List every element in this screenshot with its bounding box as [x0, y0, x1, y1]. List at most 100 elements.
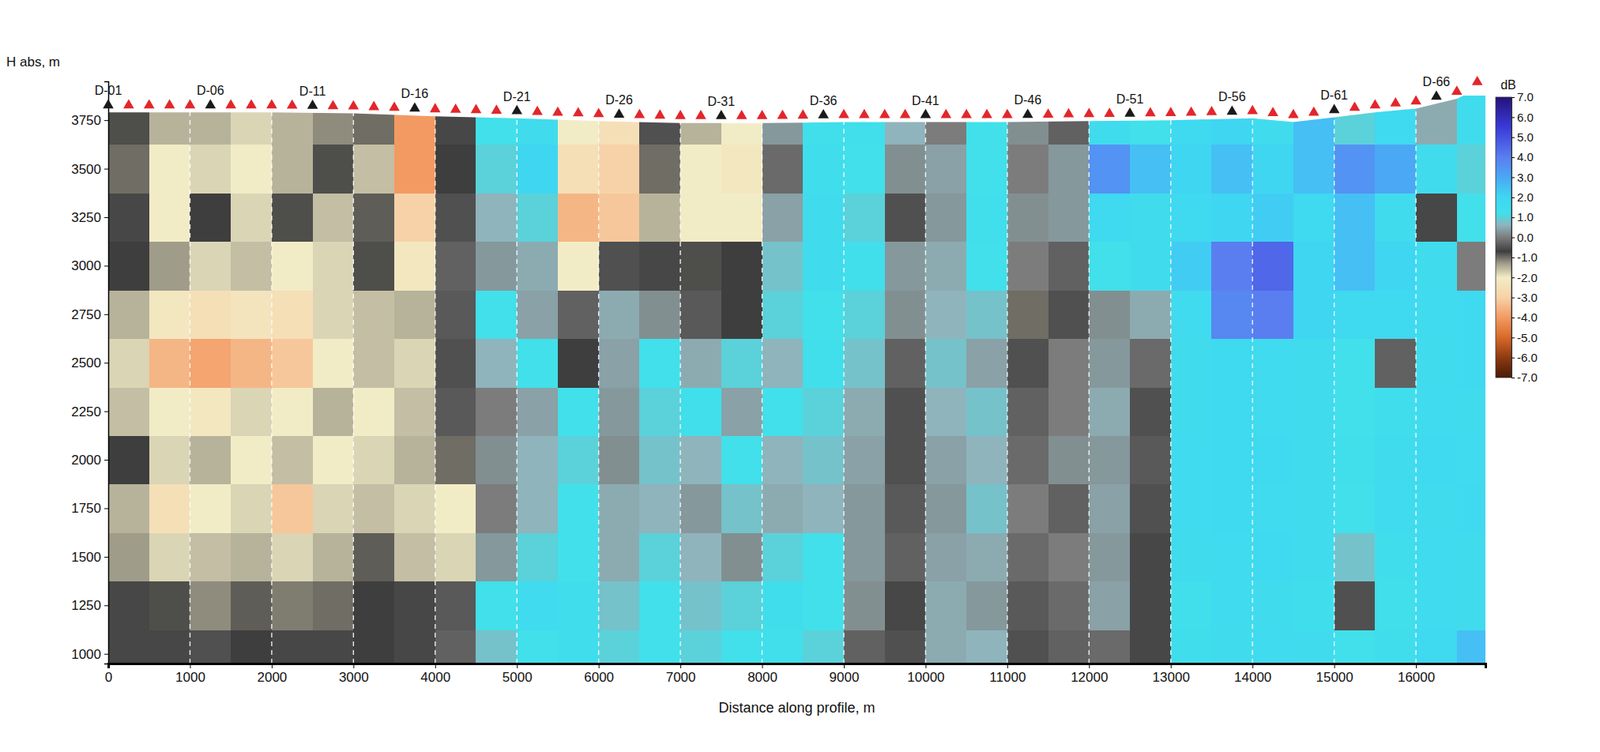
heatmap-cell: [1211, 532, 1253, 582]
tick-mark: [271, 663, 273, 669]
tick-mark: [104, 314, 109, 316]
tick-label: 1000: [71, 647, 102, 663]
tick-label: 3.0: [1517, 170, 1534, 185]
tick-mark: [925, 663, 927, 669]
heatmap-cell: [1415, 629, 1457, 664]
tick-label: 15000: [1315, 670, 1353, 686]
tick-label: 1750: [71, 500, 102, 516]
station-marker: [1185, 106, 1198, 117]
grid-line: [1415, 81, 1416, 664]
heatmap-cell: [189, 338, 231, 388]
heatmap-cell: [353, 289, 395, 339]
heatmap-cell: [149, 435, 191, 485]
tick-label: 0: [105, 670, 113, 686]
station-marker: [654, 109, 666, 119]
tick: 2000: [71, 452, 109, 468]
heatmap-cell: [1170, 484, 1213, 534]
heatmap-cell: [721, 144, 763, 194]
heatmap-cell: [1007, 581, 1049, 631]
tick-label: 3000: [71, 258, 102, 274]
tick: 14000: [1234, 663, 1272, 686]
station-label: D-06: [196, 83, 225, 98]
heatmap-cell: [271, 484, 313, 534]
heatmap-cell: [721, 581, 763, 631]
heatmap-cell: [598, 289, 640, 339]
tick: 0: [105, 663, 113, 686]
heatmap-cell: [149, 289, 191, 339]
station-label: D-01: [94, 83, 123, 98]
heatmap-cell: [1293, 629, 1335, 664]
station-marker: [1430, 90, 1442, 100]
heatmap-cell: [1252, 484, 1294, 534]
tick-label: 0.0: [1517, 230, 1534, 245]
tick-mark: [1511, 197, 1515, 199]
heatmap-cell: [843, 629, 885, 664]
heatmap-cell: [271, 581, 313, 631]
heatmap-cells: [108, 95, 1486, 664]
station-label: D-51: [1116, 92, 1145, 106]
tick-mark: [1511, 257, 1515, 259]
heatmap-cell: [721, 241, 763, 291]
grid-line: [1333, 81, 1335, 664]
heatmap-cell: [966, 289, 1008, 339]
heatmap-cell: [1211, 581, 1253, 631]
heatmap-cell: [108, 144, 150, 194]
tick: 9000: [829, 663, 860, 686]
tick: 1250: [71, 598, 109, 614]
heatmap-cell: [435, 629, 477, 664]
heatmap-cell: [1334, 387, 1376, 437]
heatmap-cell: [1374, 144, 1416, 194]
heatmap-cell: [189, 484, 231, 534]
heatmap-cell: [1088, 435, 1130, 485]
station-marker: [736, 109, 748, 120]
tick-label: 11000: [989, 670, 1026, 686]
y-axis-title: H abs, m: [6, 54, 61, 70]
heatmap-cell: [884, 289, 927, 339]
heatmap-cell: [843, 435, 885, 485]
heatmap-cell: [557, 144, 599, 194]
heatmap-cell: [1007, 532, 1049, 582]
heatmap-cell: [1007, 144, 1049, 194]
station-marker: [1206, 105, 1218, 116]
heatmap-cell: [1415, 435, 1457, 485]
heatmap-cell: [639, 387, 681, 437]
heatmap-cell: [598, 192, 640, 242]
tick-label: 1000: [175, 670, 206, 686]
tick-mark: [1511, 176, 1515, 178]
heatmap-cell: [966, 629, 1008, 664]
heatmap-cell: [680, 241, 722, 291]
tick: -5.0: [1511, 331, 1538, 345]
station-marker: [879, 109, 891, 119]
grid-line: [353, 81, 354, 664]
heatmap-cell: [802, 532, 844, 582]
heatmap-cell: [557, 581, 599, 631]
tick-mark: [104, 654, 109, 656]
heatmap-cell: [1007, 484, 1049, 534]
heatmap-cell: [353, 581, 395, 631]
heatmap-cell: [598, 144, 640, 194]
tick-label: 13000: [1152, 670, 1190, 686]
heatmap-cell: [1170, 532, 1213, 582]
tick-label: 2.0: [1517, 190, 1534, 204]
heatmap-cell: [149, 241, 191, 291]
station-marker: [1124, 107, 1136, 117]
axis-line: [1512, 97, 1516, 379]
tick-mark: [516, 663, 518, 669]
heatmap-cell: [843, 289, 885, 339]
heatmap-cell: [598, 629, 640, 664]
heatmap-cell: [189, 629, 231, 664]
station-marker: [1451, 85, 1463, 95]
heatmap-cell: [598, 387, 640, 437]
heatmap-cell: [1334, 435, 1376, 485]
heatmap-cell: [271, 144, 313, 194]
tick-label: -7.0: [1517, 370, 1538, 384]
heatmap-cell: [435, 484, 477, 534]
heatmap-cell: [394, 192, 436, 242]
surface-area: [108, 81, 1486, 124]
tick-mark: [189, 663, 191, 669]
heatmap-cell: [925, 435, 967, 485]
heatmap-cell: [557, 435, 599, 485]
station-marker: [1063, 108, 1075, 118]
heatmap-cell: [639, 289, 681, 339]
heatmap-cell: [925, 289, 967, 339]
